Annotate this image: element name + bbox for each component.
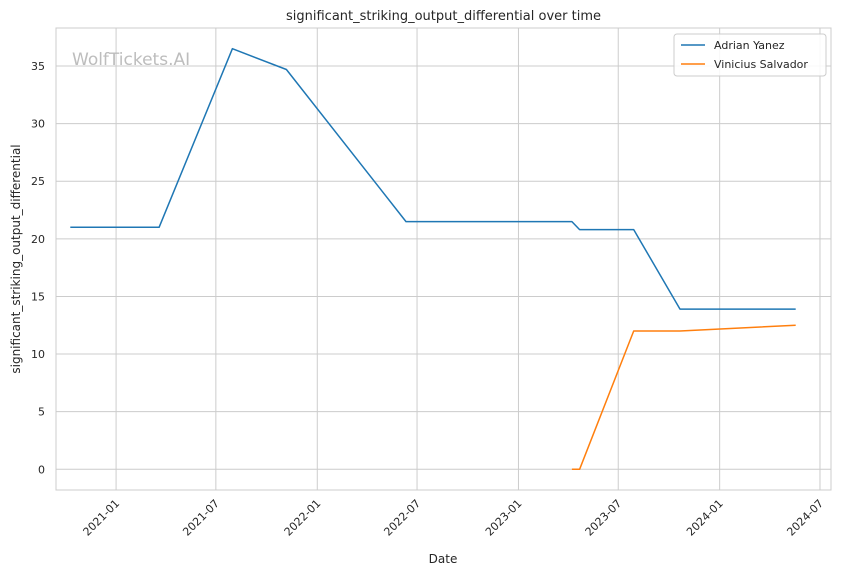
chart-title: significant_striking_output_differential… (286, 9, 601, 24)
y-tick-label: 15 (31, 290, 45, 303)
watermark: WolfTickets.AI (72, 50, 190, 70)
x-tick-label: 2022-07 (381, 497, 423, 539)
x-tick-label: 2021-07 (180, 497, 222, 539)
x-tick-labels: 2021-01 2021-07 2022-01 2022-07 2023-01 2023-… (81, 497, 827, 539)
y-tick-label: 35 (31, 60, 45, 73)
legend-label-adrian-yanez: Adrian Yanez (714, 39, 785, 52)
x-tick-label: 2024-01 (684, 497, 726, 539)
y-tick-labels: 0 5 10 15 20 25 30 35 (31, 60, 45, 476)
x-tick-label: 2022-01 (282, 497, 324, 539)
x-axis-label: Date (429, 552, 458, 566)
series-layer (70, 47, 796, 471)
y-tick-label: 20 (31, 233, 45, 246)
x-tick-label: 2024-07 (784, 497, 826, 539)
series-line-vinicius-salvador (571, 324, 796, 471)
y-tick-label: 25 (31, 175, 45, 188)
legend-box (673, 33, 827, 77)
y-axis-label: significant_striking_output_differential (9, 144, 23, 373)
y-tick-label: 5 (38, 406, 45, 419)
series-line-adrian-yanez (70, 47, 796, 310)
x-tick-label: 2021-01 (81, 497, 123, 539)
legend-label-vinicius-salvador: Vinicius Salvador (714, 58, 808, 71)
legend: Adrian Yanez Vinicius Salvador (673, 33, 827, 77)
grid (56, 28, 831, 490)
y-tick-label: 30 (31, 118, 45, 131)
y-tick-label: 10 (31, 348, 45, 361)
x-tick-label: 2023-01 (483, 497, 525, 539)
plot-frame (55, 27, 832, 491)
y-tick-label: 0 (38, 463, 45, 476)
x-tick-label: 2023-07 (583, 497, 625, 539)
